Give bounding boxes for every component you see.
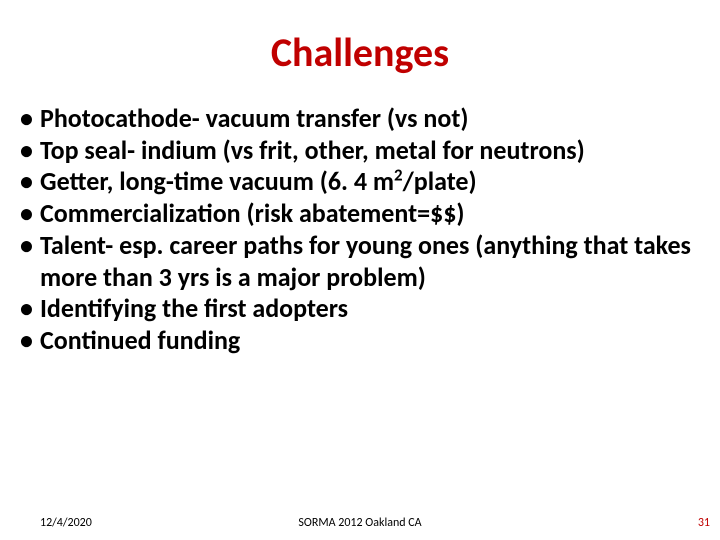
list-item: Photocathode- vacuum transfer (vs not) [12,103,708,135]
slide-title: Challenges [0,0,720,77]
list-item: Getter, long-time vacuum (6. 4 m2/plate) [12,166,708,198]
list-item: Continued funding [12,325,708,357]
bullet-text: Commercialization (risk abatement=$$) [40,197,465,229]
list-item: Identifying the first adopters [12,293,708,325]
list-item: Top seal- indium (vs frit, other, metal … [12,135,708,167]
bullet-list: Photocathode- vacuum transfer (vs not) T… [12,103,708,357]
slide: Challenges Photocathode- vacuum transfer… [0,0,720,540]
list-item: Commercialization (risk abatement=$$) [12,198,708,230]
bullet-text: Top seal- indium (vs frit, other, metal … [40,134,585,166]
list-item: Talent- esp. career paths for young ones… [12,230,708,293]
bullet-text: Continued funding [40,324,240,356]
footer-page-number: 31 [698,516,710,530]
bullet-text: Identifying the first adopters [40,292,348,324]
bullet-text: Talent- esp. career paths for young ones… [40,229,691,293]
bullet-text: Getter, long-time vacuum (6. 4 m2/plate) [40,165,477,197]
slide-body: Photocathode- vacuum transfer (vs not) T… [0,77,720,357]
footer-center: SORMA 2012 Oakland CA [0,516,720,530]
bullet-text: Photocathode- vacuum transfer (vs not) [40,102,468,134]
